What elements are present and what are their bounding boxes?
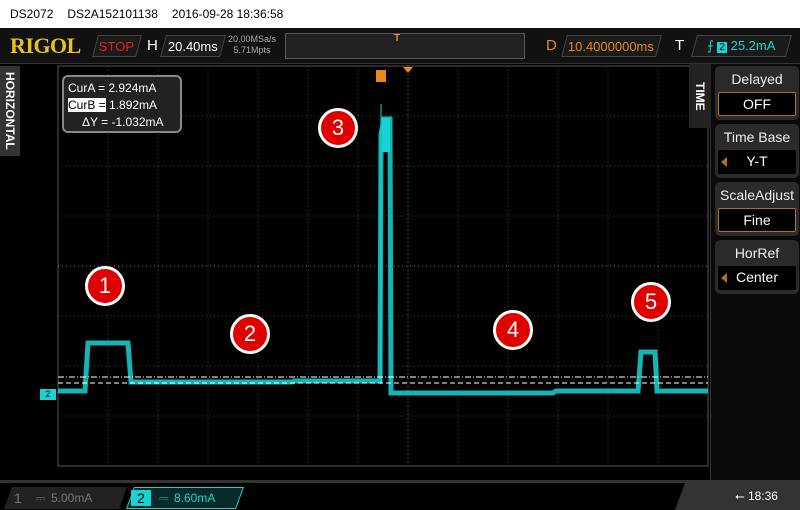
menu-title: Time Base: [723, 129, 791, 145]
h-label: H: [147, 37, 158, 54]
delta-y-value: -1.032mA: [111, 115, 164, 129]
menu-scale-adjust[interactable]: ScaleAdjust Fine: [715, 182, 799, 236]
usb-icon: ⭠: [735, 489, 745, 503]
trigger-settings[interactable]: ⨍ 2 25.2mA: [691, 35, 792, 57]
delay-value[interactable]: 10.4000000ms: [561, 35, 662, 57]
model: DS2072: [10, 7, 54, 21]
menu-delayed[interactable]: Delayed OFF: [715, 66, 799, 120]
menu-value: Center: [718, 266, 796, 290]
arrow-left-icon: [721, 273, 727, 283]
trigger-position-marker: [403, 67, 413, 73]
cursor-b-label: CurB =: [68, 98, 106, 112]
menu-title: ScaleAdjust: [720, 187, 794, 203]
cursor-a-label: CurA =: [68, 81, 106, 95]
annotation-4: 4: [493, 310, 533, 350]
trigger-label: T: [675, 37, 685, 54]
annotation-5: 5: [631, 282, 671, 322]
time-menu-tab: TIME: [689, 64, 711, 128]
delta-y-label: ΔY =: [82, 115, 109, 129]
cursor-b-value: 1.892mA: [109, 98, 158, 112]
annotation-2: 2: [230, 314, 270, 354]
menu-time-base[interactable]: Time Base Y-T: [715, 124, 799, 178]
menu-hor-ref[interactable]: HorRef Center: [715, 240, 799, 294]
menu-title: Delayed: [731, 71, 783, 87]
datetime: 2016-09-28 18:36:58: [171, 7, 284, 21]
time-menu: TIME Delayed OFF Time Base Y-T ScaleAdjust…: [689, 64, 800, 480]
channel-bar: 1 ⎓ 5.00mA 2 ⎓ 8.60mA ⭠ 18:36: [0, 480, 800, 510]
rigol-logo: RIGOL: [10, 33, 81, 58]
system-status: [675, 483, 800, 510]
channel-2-status[interactable]: 2 ⎓ 8.60mA: [125, 487, 245, 509]
trigger-channel: 2: [717, 42, 728, 53]
horizontal-tab[interactable]: HORIZONTAL: [0, 66, 20, 156]
timebase-value[interactable]: 20.40ms: [160, 35, 226, 57]
ch2-waveform: [58, 116, 708, 396]
menu-value: Fine: [718, 208, 796, 232]
menu-value: OFF: [718, 92, 796, 116]
cursor-readout: CurA = 2.924mA CurB = 1.892mA ΔY = -1.03…: [62, 75, 182, 133]
system-tray: ⭠ 18:36: [735, 489, 778, 504]
cursor-a-value: 2.924mA: [108, 81, 157, 95]
rising-edge-icon: ⨍: [707, 38, 715, 53]
channel-1-status[interactable]: 1 ⎓ 5.00mA: [3, 487, 128, 509]
trigger-level: 25.2mA: [730, 38, 776, 53]
menu-title: HorRef: [734, 245, 780, 261]
arrow-left-icon: [721, 157, 727, 167]
status-bar: RIGOL STOP H 20.40ms 20.00MSa/s 5.71Mpts …: [0, 28, 800, 64]
ch2-spike: [382, 118, 390, 152]
waveform-display: [57, 65, 709, 467]
trigger-position-marker: T: [394, 33, 401, 44]
title-bar: DS2072 DS2A152101138 2016-09-28 18:36:58: [0, 0, 800, 28]
serial: DS2A152101138: [67, 7, 158, 21]
ch2-offset-marker[interactable]: 2: [40, 389, 56, 400]
acquisition-info: 20.00MSa/s 5.71Mpts: [228, 34, 277, 55]
trigger-time-marker: [376, 70, 386, 82]
menu-value: Y-T: [718, 150, 796, 174]
memory-overview: [285, 33, 525, 59]
delay-label: D: [546, 37, 557, 54]
run-stop-status[interactable]: STOP: [92, 35, 142, 57]
annotation-3: 3: [318, 108, 358, 148]
clock: 18:36: [747, 489, 778, 503]
annotation-1: 1: [85, 266, 125, 306]
